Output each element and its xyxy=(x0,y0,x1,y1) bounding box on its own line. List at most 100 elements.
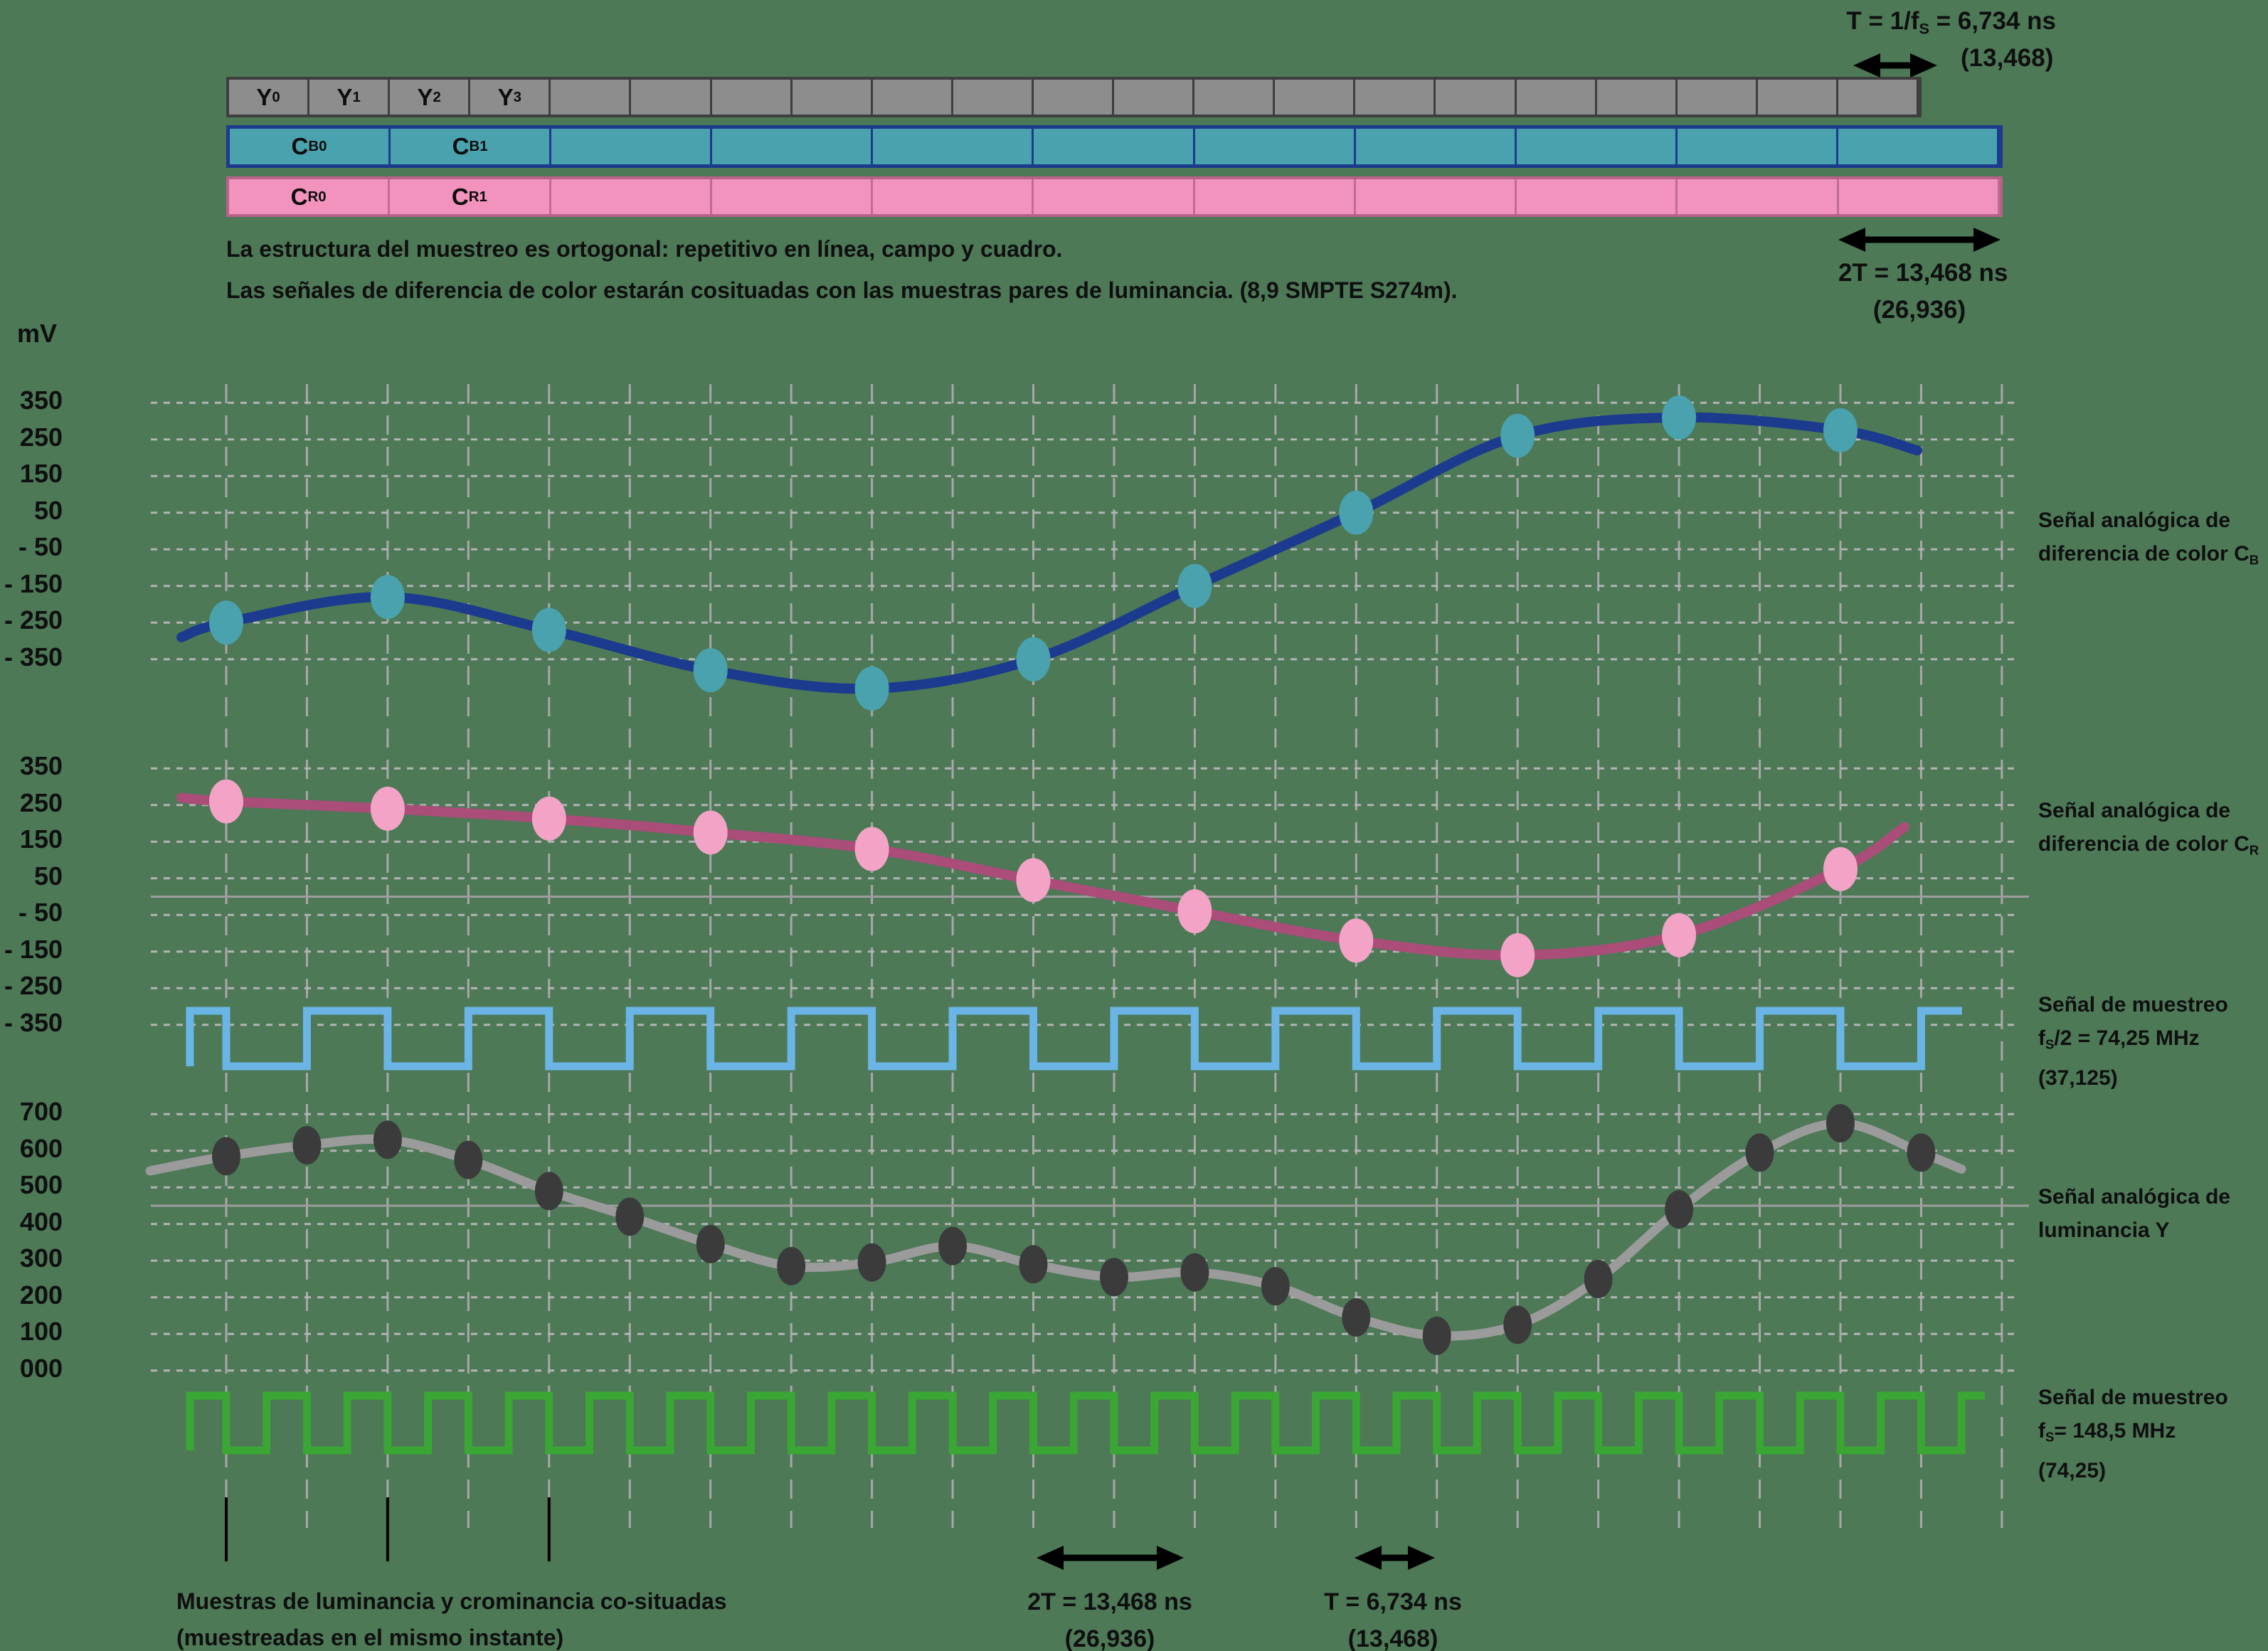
cb-axis-tick-label: 350 xyxy=(19,386,63,415)
y-sample-dot xyxy=(1665,1190,1694,1229)
bottom-t-label: T = 6,734 ns (13,468) xyxy=(1324,1588,1462,1651)
y-sample-dot xyxy=(1099,1258,1128,1297)
t-width-arrow-icon xyxy=(1910,53,1937,78)
y-sample-dot xyxy=(1180,1253,1209,1292)
cr-sample-dot xyxy=(1823,846,1858,891)
luma-cell xyxy=(1758,80,1838,115)
y-sample-dot xyxy=(1503,1305,1532,1344)
cr-axis-tick-label: 150 xyxy=(19,824,63,854)
cr-sample-dot xyxy=(531,796,566,841)
label-cr-signal: Señal analógica de diferencia de color C… xyxy=(2038,799,2259,858)
cb-sample-dot xyxy=(531,607,566,652)
y-sample-dot xyxy=(857,1243,886,1282)
y-sample-dot xyxy=(212,1137,240,1176)
y-sample-dot xyxy=(1584,1260,1613,1298)
cb-sample-row: C B0 C B1 xyxy=(226,125,2003,168)
luma-cell xyxy=(1597,80,1678,115)
luma-cell xyxy=(1838,80,1919,115)
bottom-2t-arrow-icon xyxy=(1037,1546,1064,1570)
cb-axis-tick-label: 150 xyxy=(19,459,63,489)
t-period-label: T = 1/fS = 6,734 ns xyxy=(1846,7,2056,38)
y-axis-tick-label: 100 xyxy=(19,1317,63,1347)
luma-cell xyxy=(1355,80,1436,115)
cr-axis-tick-label: - 50 xyxy=(18,898,63,928)
cr-cell: C R0 xyxy=(229,179,391,214)
y-sample-dot xyxy=(1745,1133,1774,1172)
cb-axis-tick-label: 250 xyxy=(19,422,63,452)
cb-sample-dot xyxy=(854,666,889,711)
fs-sampling-wave xyxy=(186,1391,1985,1455)
luma-cell xyxy=(1436,80,1517,115)
fs2-sampling-wave xyxy=(186,1007,1962,1071)
cr-sample-dot xyxy=(209,779,243,824)
cb-cell xyxy=(551,129,713,164)
y-waveform-path xyxy=(145,1118,1966,1341)
cb-cell xyxy=(712,129,874,164)
y-axis-tick-label: 200 xyxy=(19,1280,63,1310)
luma-cell xyxy=(1678,80,1758,115)
cb-sample-dot xyxy=(1500,413,1535,458)
label-fs-sampling: Señal de muestreo fS= 148,5 MHz (74,25) xyxy=(2038,1386,2228,1482)
cb-axis-tick-label: 50 xyxy=(33,495,63,525)
cb-waveform-path xyxy=(176,412,1922,694)
structure-note-line2: Las señales de diferencia de color estar… xyxy=(226,277,1458,303)
t-period-word-count: (13,468) xyxy=(1961,44,2054,72)
y-axis-tick-label: 300 xyxy=(19,1243,63,1273)
y-axis-tick-label: 400 xyxy=(19,1206,63,1236)
luma-cell xyxy=(551,80,632,115)
y-sample-dot xyxy=(1422,1316,1451,1355)
y-sample-dot xyxy=(534,1172,563,1211)
cb-cell: C B0 xyxy=(230,129,391,164)
cr-cell xyxy=(712,179,874,214)
luma-cell xyxy=(1194,80,1276,115)
cr-sample-dot xyxy=(1339,918,1374,963)
y-sample-dot xyxy=(615,1197,645,1236)
cr-sample-dot xyxy=(1662,913,1697,957)
cr-cell xyxy=(551,179,712,214)
cr-sample-dot xyxy=(1500,933,1535,977)
y-sample-dot xyxy=(1826,1104,1855,1143)
cr-sample-dot xyxy=(1016,858,1051,903)
luma-cell xyxy=(873,80,953,115)
y-sample-dot xyxy=(696,1225,725,1264)
y-sample-dot xyxy=(1261,1267,1290,1306)
cr-axis-tick-label: - 350 xyxy=(4,1007,63,1037)
cb-sample-dot xyxy=(1016,637,1051,681)
row-2t-word-count: (26,936) xyxy=(1872,296,1966,324)
cb-cell xyxy=(1195,129,1356,164)
cr-axis-tick-label: - 150 xyxy=(4,934,63,964)
cb-axis-tick-label: - 50 xyxy=(18,532,63,562)
y-sample-dot xyxy=(1342,1298,1371,1337)
luma-cell xyxy=(953,80,1034,115)
cb-axis-tick-label: - 250 xyxy=(4,605,63,635)
bottom-t-arrow-icon xyxy=(1408,1546,1435,1570)
luma-cell xyxy=(631,80,712,115)
cr-cell xyxy=(1678,179,1839,214)
luma-cell xyxy=(1517,80,1597,115)
cb-sample-dot xyxy=(370,575,405,620)
cb-sample-dot xyxy=(1823,408,1858,452)
t-width-arrow-icon xyxy=(1853,53,1880,78)
cb-cell xyxy=(1678,129,1838,164)
cr-sample-dot xyxy=(370,786,405,831)
cr-axis-tick-label: 350 xyxy=(19,751,63,781)
cr-cell xyxy=(1034,179,1195,214)
luma-cell xyxy=(793,80,873,115)
cb-cell xyxy=(873,129,1034,164)
cb-sample-dot xyxy=(1177,563,1212,608)
label-cb-signal: Señal analógica de diferencia de color C… xyxy=(2038,509,2259,568)
cr-axis-tick-label: 50 xyxy=(33,861,63,891)
cb-sample-dot xyxy=(209,600,243,645)
structure-note-line1: La estructura del muestreo es ortogonal:… xyxy=(226,236,1063,262)
2t-width-arrow-icon xyxy=(1838,228,1865,252)
luma-cell xyxy=(1114,80,1195,115)
cr-axis-tick-label: - 250 xyxy=(4,971,63,1001)
luma-cell xyxy=(1275,80,1356,115)
cb-cell xyxy=(1356,129,1517,164)
cb-cell xyxy=(1838,129,2000,164)
cb-axis-tick-label: - 150 xyxy=(4,568,63,598)
cb-cell xyxy=(1517,129,1678,164)
